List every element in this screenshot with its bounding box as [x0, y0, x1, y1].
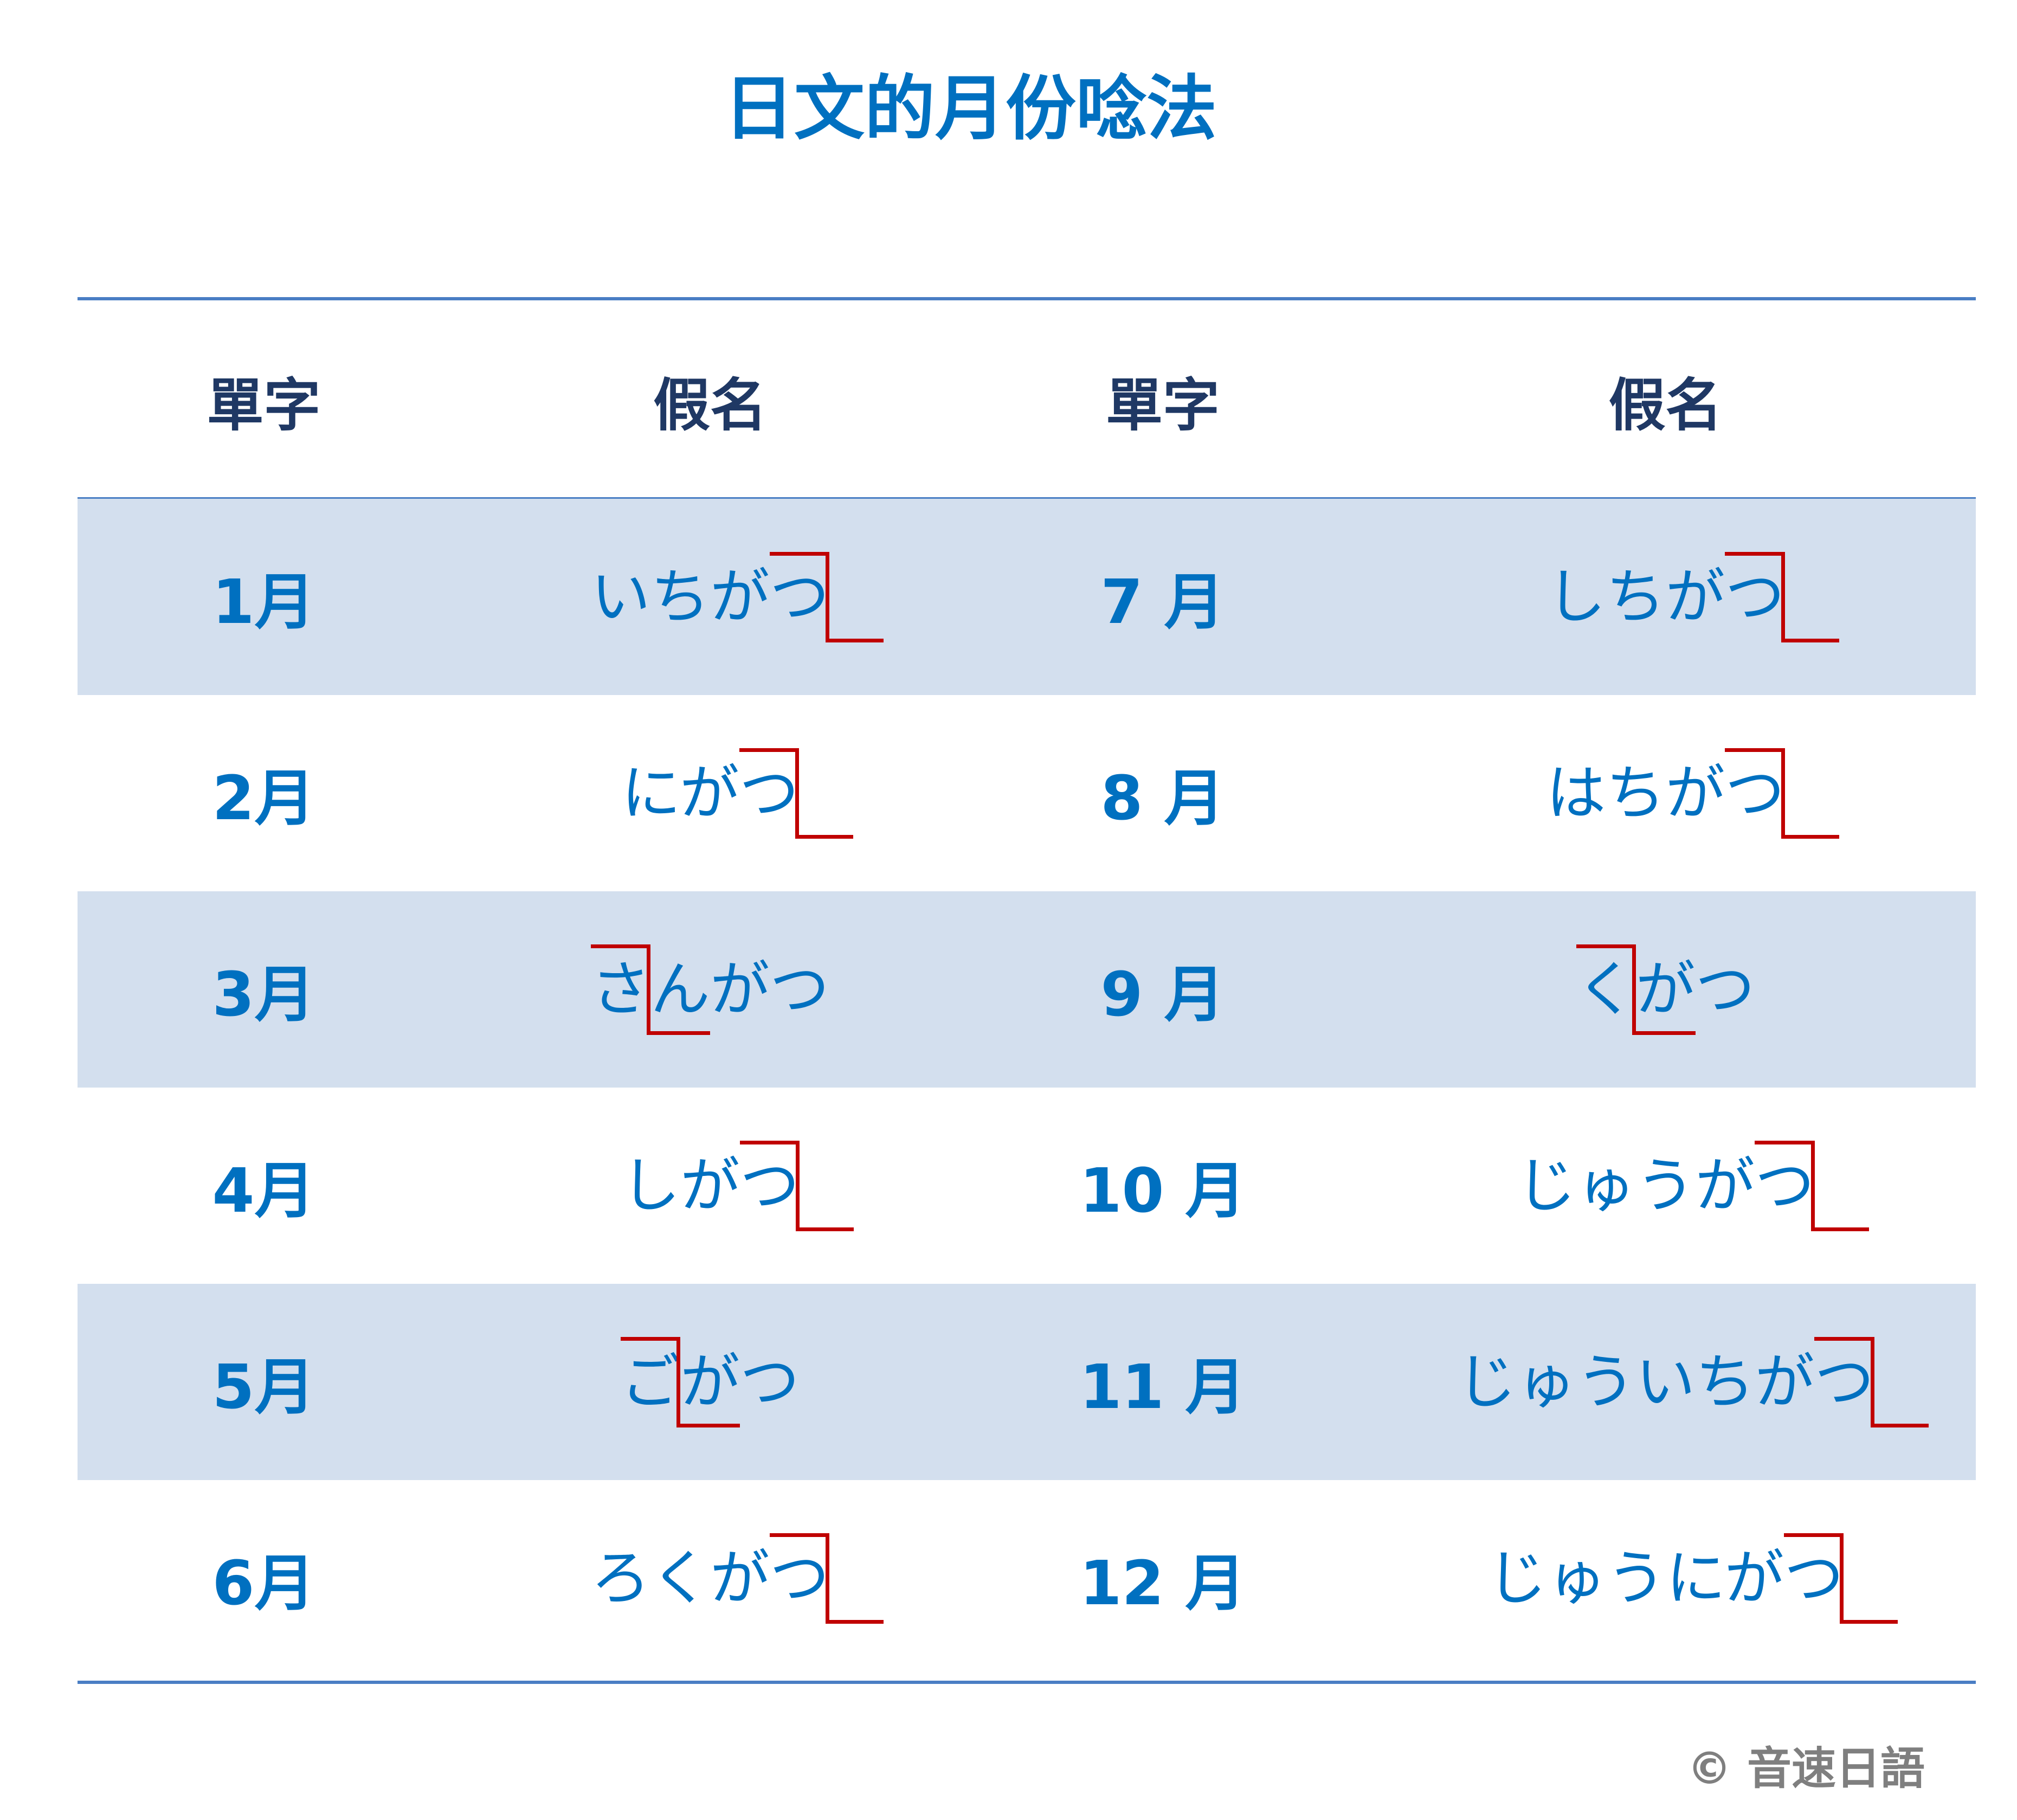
pitch-accent-mark	[1781, 639, 1839, 642]
bottom-rule	[78, 1681, 1976, 1684]
month-kana-cell: じゅうにがつ	[1355, 1480, 1976, 1676]
month-kana-cell: ろくがつ	[450, 1480, 970, 1676]
header-kana: 假名	[653, 372, 767, 439]
pitch-accent-mark	[676, 1337, 680, 1427]
table-row: 5月 ごがつ 11 月 じゅういちがつ	[78, 1284, 1976, 1480]
pitch-accent-mark	[795, 835, 853, 839]
month-kana: くがつ	[1576, 955, 1755, 1024]
pitch-accent-mark	[796, 1141, 800, 1231]
pitch-accent-mark	[1781, 835, 1839, 839]
month-kana-cell: しがつ	[450, 1088, 970, 1284]
pitch-accent-mark	[1725, 552, 1785, 556]
month-kanji: 6月	[212, 1548, 315, 1619]
pitch-accent-mark	[1840, 1533, 1844, 1624]
month-kana-cell: さんがつ	[450, 891, 970, 1088]
month-kana: さんがつ	[591, 955, 829, 1024]
page-title: 日文的月份唸法	[723, 67, 1217, 150]
month-kana: じゅうがつ	[1516, 1151, 1815, 1220]
pitch-accent-mark	[1814, 1337, 1874, 1341]
table-row: 1月 いちがつ 7 月 しちがつ	[78, 499, 1976, 695]
pitch-accent-mark	[647, 944, 650, 1035]
table-row: 3月 さんがつ 9 月 くがつ	[78, 891, 1976, 1088]
table-row: 2月 にがつ 8 月 はちがつ	[78, 695, 1976, 891]
pitch-accent-mark	[739, 748, 799, 752]
month-kana-cell: にがつ	[450, 695, 970, 891]
month-kana: ろくがつ	[591, 1544, 829, 1613]
pitch-accent-mark	[1755, 1141, 1815, 1144]
pitch-accent-mark	[1784, 1533, 1844, 1537]
pitch-accent-mark	[1781, 552, 1785, 642]
month-kanji: 9 月	[1100, 960, 1225, 1030]
month-kana-cell: じゅうがつ	[1355, 1088, 1976, 1284]
pitch-accent-mark	[769, 552, 829, 556]
month-kana-cell: くがつ	[1355, 891, 1976, 1088]
month-kana-cell: いちがつ	[450, 499, 970, 695]
month-kanji: 8 月	[1100, 763, 1225, 834]
pitch-accent-mark	[1576, 944, 1636, 948]
month-kanji: 2月	[212, 763, 315, 834]
month-kanji: 4月	[212, 1156, 315, 1226]
month-kanji: 3月	[212, 960, 315, 1030]
month-kana: しがつ	[621, 1151, 800, 1220]
header-row: 單字 假名 單字 假名	[78, 302, 1976, 499]
pitch-accent-mark	[591, 944, 650, 948]
table-row: 6月 ろくがつ 12 月 じゅうにがつ	[78, 1480, 1976, 1676]
pitch-accent-mark	[1725, 748, 1785, 752]
copyright: © 音速日語	[1687, 1743, 1925, 1795]
months-table: 單字 假名 單字 假名 1月 いちがつ 7 月 しちがつ 2月 にがつ 8 月 はちがつ 3月 さ…	[78, 302, 1976, 1676]
pitch-accent-mark	[676, 1424, 740, 1427]
month-kana: しちがつ	[1546, 562, 1785, 632]
pitch-accent-mark	[796, 1227, 854, 1231]
pitch-accent-mark	[1840, 1620, 1898, 1624]
month-kanji: 1月	[212, 567, 315, 638]
pitch-accent-mark	[1781, 748, 1785, 839]
top-rule	[78, 297, 1976, 300]
month-kana: ごがつ	[621, 1347, 800, 1417]
pitch-accent-mark	[1810, 1141, 1815, 1231]
pitch-accent-mark	[769, 1533, 829, 1537]
table-row: 4月 しがつ 10 月 じゅうがつ	[78, 1088, 1976, 1284]
month-kanji: 11 月	[1079, 1352, 1246, 1423]
header-kanji: 單字	[207, 372, 321, 439]
month-kana: にがつ	[621, 758, 799, 828]
pitch-accent-mark	[826, 1620, 884, 1624]
pitch-accent-mark	[795, 748, 799, 839]
month-kana-cell: しちがつ	[1355, 499, 1976, 695]
pitch-accent-mark	[739, 1141, 800, 1144]
month-kanji: 12 月	[1079, 1548, 1246, 1619]
month-kana: いちがつ	[591, 562, 829, 632]
pitch-accent-mark	[826, 552, 829, 642]
month-kanji: 5月	[212, 1352, 315, 1423]
pitch-accent-mark	[621, 1337, 680, 1341]
month-kana: じゅういちがつ	[1457, 1347, 1874, 1417]
pitch-accent-mark	[826, 639, 884, 642]
month-kana: はちがつ	[1546, 758, 1785, 828]
month-kana-cell: はちがつ	[1355, 695, 1976, 891]
month-kana: じゅうにがつ	[1487, 1544, 1844, 1613]
pitch-accent-mark	[647, 1031, 711, 1035]
month-kana-cell: ごがつ	[450, 1284, 970, 1480]
month-kanji: 7 月	[1100, 567, 1225, 638]
header-kana: 假名	[1608, 372, 1723, 439]
month-kana-cell: じゅういちがつ	[1355, 1284, 1976, 1480]
pitch-accent-mark	[1870, 1424, 1929, 1427]
month-kanji: 10 月	[1079, 1156, 1246, 1226]
pitch-accent-mark	[1810, 1227, 1869, 1231]
pitch-accent-mark	[1870, 1337, 1874, 1427]
header-kanji: 單字	[1105, 372, 1220, 439]
pitch-accent-mark	[1632, 944, 1636, 1035]
pitch-accent-mark	[826, 1533, 829, 1624]
pitch-accent-mark	[1632, 1031, 1696, 1035]
